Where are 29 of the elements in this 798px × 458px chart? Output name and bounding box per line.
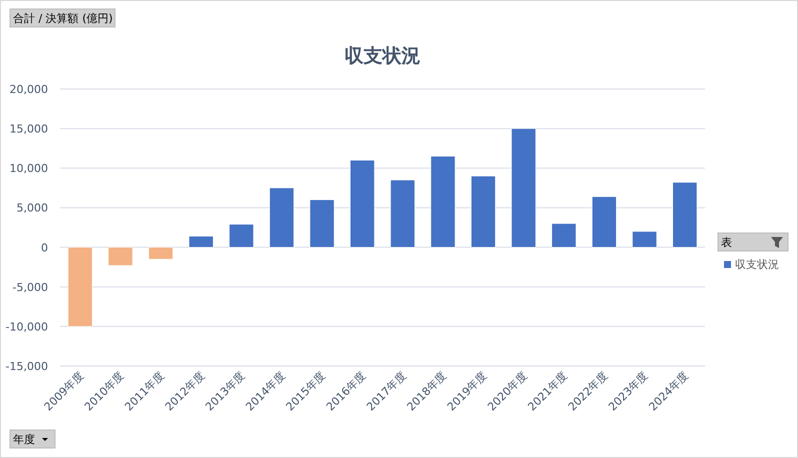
chart-title: 収支状況 bbox=[344, 45, 420, 67]
bar bbox=[632, 231, 657, 248]
bar bbox=[68, 247, 92, 327]
y-tick-label: 15,000 bbox=[10, 122, 48, 136]
y-tick-label: 20,000 bbox=[10, 83, 48, 96]
bar bbox=[672, 182, 698, 248]
bar bbox=[470, 176, 496, 248]
y-tick-label: -10,000 bbox=[6, 320, 48, 334]
bar bbox=[390, 180, 415, 248]
bar bbox=[350, 160, 375, 248]
bar bbox=[148, 247, 174, 260]
bar bbox=[511, 128, 536, 248]
bar bbox=[552, 223, 576, 248]
bar bbox=[108, 247, 133, 266]
text: 年度 bbox=[13, 433, 35, 446]
bar bbox=[430, 156, 456, 248]
bar bbox=[310, 200, 334, 248]
y-tick-label: 0 bbox=[41, 241, 48, 254]
bar bbox=[229, 224, 254, 248]
y-tick-label: 10,000 bbox=[10, 162, 48, 176]
bar bbox=[188, 236, 214, 248]
y-tick-label: 5,000 bbox=[16, 202, 48, 215]
text: 合計 / 決算額 (億円) bbox=[13, 12, 113, 25]
text: 表 bbox=[721, 236, 732, 249]
legend-label: 収支状況 bbox=[735, 258, 779, 271]
bar bbox=[592, 196, 617, 248]
y-tick-label: -5,000 bbox=[12, 280, 48, 294]
y-tick-label: -15,000 bbox=[6, 360, 48, 373]
bar bbox=[269, 188, 294, 248]
